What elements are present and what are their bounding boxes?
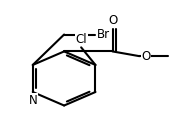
Text: Cl: Cl <box>75 33 87 46</box>
Text: N: N <box>28 94 37 107</box>
Text: Br: Br <box>97 28 110 41</box>
Text: O: O <box>108 14 117 27</box>
Text: O: O <box>142 50 151 63</box>
